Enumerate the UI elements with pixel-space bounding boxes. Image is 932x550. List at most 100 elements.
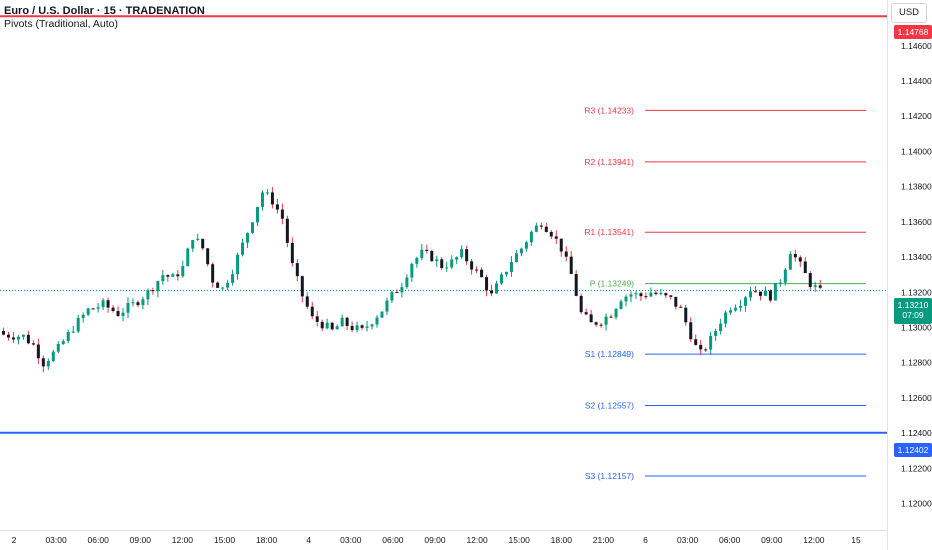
candle[interactable] [564, 251, 568, 257]
candle[interactable] [295, 263, 299, 277]
candle[interactable] [241, 242, 245, 255]
candle[interactable] [684, 307, 688, 323]
candle[interactable] [574, 274, 578, 296]
candle[interactable] [260, 192, 264, 208]
candle[interactable] [749, 291, 752, 298]
indicator-legend[interactable]: Pivots (Traditional, Auto) [4, 18, 118, 30]
candle[interactable] [719, 323, 723, 331]
candle[interactable] [285, 218, 289, 243]
candle[interactable] [534, 225, 538, 232]
candle[interactable] [654, 292, 658, 295]
candle[interactable] [783, 269, 787, 283]
candle[interactable] [509, 262, 513, 272]
candle[interactable] [31, 343, 35, 345]
candle[interactable] [539, 225, 543, 227]
candle[interactable] [524, 242, 528, 249]
candle[interactable] [788, 253, 792, 270]
candle[interactable] [519, 248, 523, 254]
candle[interactable] [76, 317, 80, 332]
candle[interactable] [495, 283, 499, 294]
candle[interactable] [619, 301, 623, 309]
candle[interactable] [629, 294, 633, 297]
candle[interactable] [614, 308, 618, 318]
candle[interactable] [773, 283, 777, 301]
candle[interactable] [21, 334, 25, 337]
candle[interactable] [26, 334, 30, 344]
candle[interactable] [355, 325, 359, 331]
candle[interactable] [300, 276, 304, 297]
candle[interactable] [604, 316, 608, 325]
candle[interactable] [470, 261, 474, 270]
candle[interactable] [549, 231, 553, 237]
candle[interactable] [340, 317, 344, 327]
candle[interactable] [275, 204, 279, 210]
candle[interactable] [694, 339, 698, 345]
candle[interactable] [320, 321, 324, 329]
candle[interactable] [425, 249, 429, 251]
candle[interactable] [41, 358, 45, 367]
candle[interactable] [739, 305, 743, 308]
candle[interactable] [659, 293, 663, 295]
candle[interactable] [758, 291, 762, 296]
candle[interactable] [156, 281, 160, 292]
candle[interactable] [106, 300, 110, 308]
candle[interactable] [171, 274, 175, 277]
candle[interactable] [490, 290, 494, 294]
candle[interactable] [674, 296, 678, 307]
candle[interactable] [714, 330, 718, 336]
candle[interactable] [46, 361, 50, 367]
candle[interactable] [435, 259, 439, 262]
currency-button[interactable]: USD [891, 3, 927, 23]
candle[interactable] [206, 248, 210, 265]
candle[interactable] [818, 285, 822, 288]
candle[interactable] [255, 207, 259, 223]
candle[interactable] [81, 314, 85, 318]
candle[interactable] [639, 293, 643, 297]
candle[interactable] [2, 331, 5, 335]
candle[interactable] [594, 322, 598, 325]
candle[interactable] [475, 269, 479, 271]
candle[interactable] [16, 336, 20, 340]
candle[interactable] [330, 322, 334, 330]
candle[interactable] [365, 326, 369, 328]
candle[interactable] [798, 257, 802, 262]
candle[interactable] [305, 296, 309, 307]
candle[interactable] [166, 275, 170, 277]
candle[interactable] [280, 209, 284, 219]
candle[interactable] [559, 238, 563, 252]
candle[interactable] [644, 296, 648, 298]
candle[interactable] [609, 316, 613, 318]
candle[interactable] [768, 290, 772, 301]
candle[interactable] [226, 282, 230, 288]
candle[interactable] [51, 351, 55, 362]
candle[interactable] [6, 334, 10, 338]
candle[interactable] [121, 312, 125, 316]
candle[interactable] [803, 261, 807, 274]
candle[interactable] [813, 285, 817, 288]
candle[interactable] [679, 306, 683, 308]
candle[interactable] [445, 267, 449, 269]
candle[interactable] [485, 277, 489, 291]
candle[interactable] [350, 325, 354, 331]
candle[interactable] [415, 258, 419, 264]
candle[interactable] [116, 310, 120, 316]
candle[interactable] [11, 337, 15, 340]
candle[interactable] [514, 253, 518, 263]
candle[interactable] [689, 322, 693, 340]
candle[interactable] [778, 282, 782, 284]
candle[interactable] [410, 263, 414, 278]
candle[interactable] [101, 300, 105, 308]
candle[interactable] [126, 303, 130, 313]
candle[interactable] [66, 331, 70, 342]
candle[interactable] [86, 308, 90, 315]
candle[interactable] [724, 312, 728, 324]
candle[interactable] [290, 242, 294, 264]
candle[interactable] [315, 316, 319, 322]
candle[interactable] [211, 264, 215, 283]
candle[interactable] [579, 295, 583, 313]
candle[interactable] [56, 343, 60, 352]
candle[interactable] [265, 192, 269, 194]
candle[interactable] [699, 344, 703, 350]
candle[interactable] [455, 257, 459, 260]
candle[interactable] [500, 274, 503, 284]
